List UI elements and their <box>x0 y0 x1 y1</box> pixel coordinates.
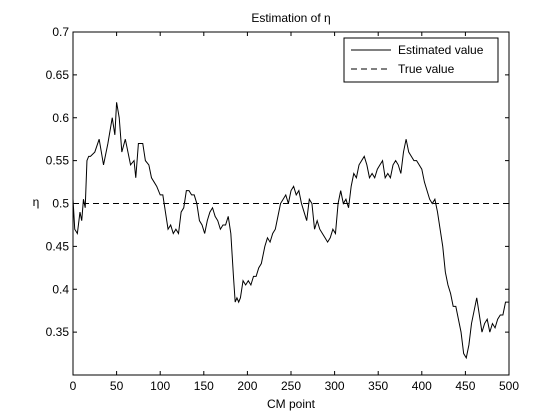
axis-ticks: 0 50 100 150 200 250 300 350 400 450 500 0.35 0.4 0.4… <box>46 25 520 393</box>
y-tick-label: 0.5 <box>52 197 69 211</box>
x-tick-label: 300 <box>325 379 345 393</box>
x-tick-label: 450 <box>455 379 475 393</box>
y-tick-label: 0.65 <box>46 68 70 82</box>
x-axis-label: CM point <box>267 397 316 411</box>
chart-title: Estimation of η <box>251 11 330 25</box>
y-axis-label: η <box>33 195 40 209</box>
x-tick-label: 400 <box>412 379 432 393</box>
y-tick-label: 0.35 <box>46 325 70 339</box>
x-tick-label: 200 <box>237 379 257 393</box>
y-tick-label: 0.55 <box>46 154 70 168</box>
legend-label-true: True value <box>398 62 455 76</box>
legend-label-estimated: Estimated value <box>398 43 484 57</box>
series-line-estimated <box>72 102 509 360</box>
legend: Estimated value True value <box>343 37 499 83</box>
x-tick-label: 350 <box>368 379 388 393</box>
y-tick-label: 0.45 <box>46 239 70 253</box>
series-layer <box>72 102 509 360</box>
y-tick-label: 0.7 <box>52 25 69 39</box>
x-tick-label: 500 <box>499 379 519 393</box>
y-tick-label: 0.6 <box>52 111 69 125</box>
x-tick-label: 250 <box>281 379 301 393</box>
x-tick-label: 50 <box>110 379 124 393</box>
y-tick-label: 0.4 <box>52 282 69 296</box>
x-tick-label: 100 <box>150 379 170 393</box>
x-tick-label: 150 <box>194 379 214 393</box>
x-tick-label: 0 <box>70 379 77 393</box>
legend-box <box>343 37 499 83</box>
